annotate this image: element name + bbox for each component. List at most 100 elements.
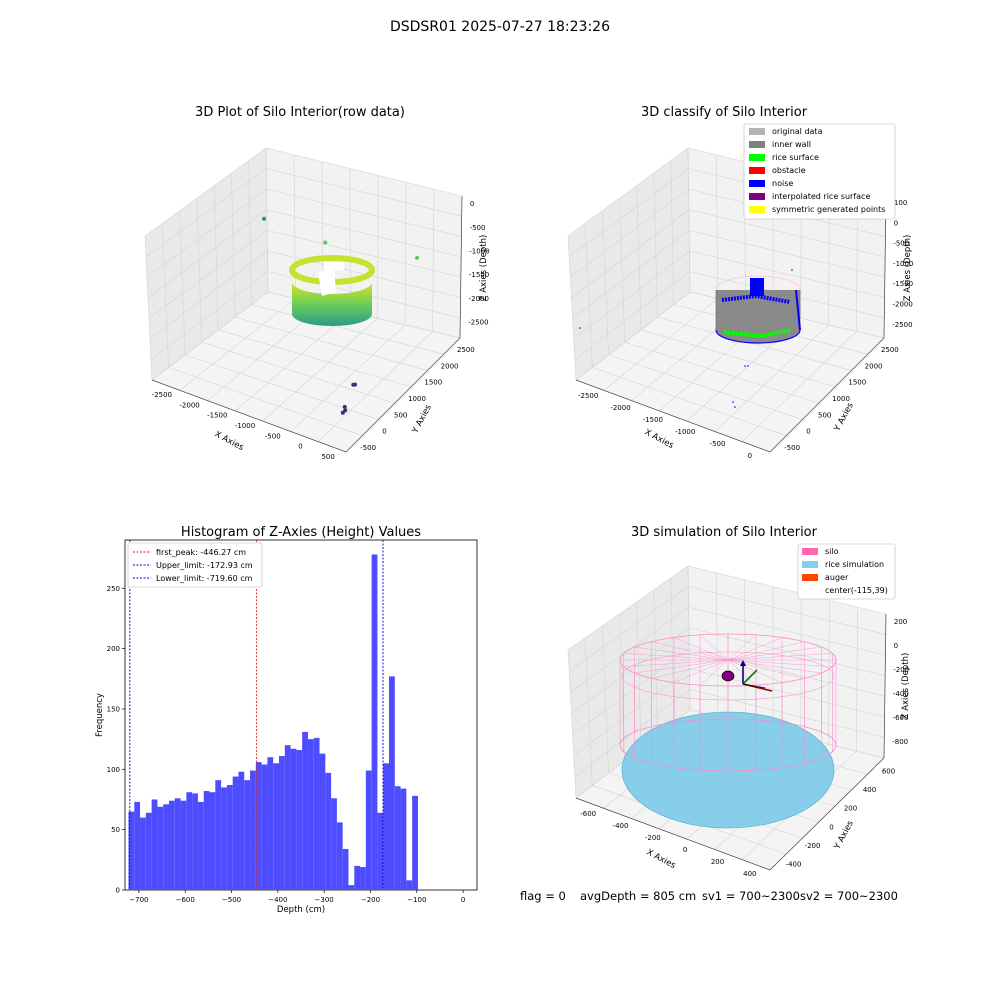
panel1-z-tick-label: 0	[470, 200, 474, 208]
panel2-floor-grid-x	[603, 298, 718, 391]
panel4-z-tick-label: 0	[894, 642, 898, 650]
panel4-xlabel: X Axies	[645, 847, 678, 871]
panel4-y-tick-label: 0	[829, 823, 833, 831]
panel2-zlabel: Z Axies (Depth)	[903, 235, 913, 302]
status-line: flag = 0 avgDepth = 805 cm sv1 = 700~230…	[520, 889, 898, 903]
panel4-wall-grid-v2	[715, 572, 719, 717]
panel1-wall-grid-v1	[196, 198, 203, 343]
histogram-y-tick-label: 100	[107, 766, 120, 774]
silo-roof-line	[634, 659, 729, 674]
panel4-wall-grid-v1	[653, 589, 658, 736]
simulation-3d-panel: 3D simulation of Silo Interior -600 -400 -…	[567, 525, 911, 878]
histogram-bar	[180, 800, 187, 890]
panel1-floor-grid-x	[262, 318, 378, 422]
histogram-x-tick-label: −500	[222, 896, 241, 904]
panel4-x-tick-label: 0	[683, 846, 687, 854]
panel1-z-tick-label: -2500	[468, 318, 488, 326]
panel1-y-tick-label: 2500	[457, 346, 475, 354]
panel1-floor-grid-y	[251, 304, 444, 355]
panel4-wall-grid-v1	[687, 565, 691, 711]
histogram-bar	[244, 780, 251, 890]
histogram-bar	[342, 848, 349, 890]
histogram-bar	[383, 763, 389, 890]
legend-swatch-noise	[749, 180, 765, 187]
panel1-floor-grid-x	[179, 298, 296, 391]
raw-point-cloud-ring	[289, 255, 375, 326]
panel4-x-tick-label: 400	[743, 870, 756, 878]
raw-outlier-point	[323, 240, 328, 245]
raw-data-3d-panel: 3D Plot of Silo Interior(row data) -2500…	[144, 105, 490, 461]
histogram-bar	[290, 748, 297, 890]
legend-swatch-symmetric-generated-points	[749, 206, 765, 213]
panel2-floor-grid-x	[742, 331, 857, 442]
panel2-y-tick-label: -500	[784, 444, 800, 452]
panel1-wall-grid-v1	[231, 173, 236, 318]
panel1-y-tick-label: 1000	[408, 395, 426, 403]
status-avg-depth: avgDepth = 805 cm	[580, 889, 696, 903]
silo-roof-line	[727, 646, 822, 661]
histogram-x-tick-label: −100	[407, 896, 426, 904]
legend-label-noise: noise	[772, 179, 793, 188]
panel4-y-tick-label: 600	[882, 767, 895, 775]
panel4-z-tick-label: -200	[893, 666, 909, 674]
panel2-x-tick-label: 0	[748, 452, 752, 460]
panel1-y-tick-label: 0	[382, 428, 386, 436]
auger-marker	[721, 660, 773, 692]
legend-label-rice-surface: rice surface	[772, 153, 819, 162]
histogram-bar	[348, 885, 355, 890]
histogram-y-tick-label: 250	[107, 585, 120, 593]
panel4-axis-lines	[575, 757, 885, 871]
panel4-wall-grid-v1	[567, 649, 577, 799]
raw-outlier-point	[262, 216, 267, 221]
panel4-y-tick-label: -400	[786, 861, 802, 869]
histogram-x-tick-label: −200	[361, 896, 380, 904]
panel4-wall-grid-v2	[828, 600, 830, 745]
histogram-bar	[331, 798, 337, 890]
panel4-y-tick-label: 200	[844, 805, 857, 813]
panel2-wall-grid-v1	[670, 160, 675, 305]
panel1-z-tick-label: -1000	[469, 247, 489, 255]
panel1-y-tick-label: 1500	[424, 379, 442, 387]
panel2-y-tick-label: 500	[818, 411, 831, 419]
panel2-floor-pane	[576, 292, 884, 452]
panel2-x-tick-label: -500	[710, 440, 726, 448]
histogram-bar	[406, 880, 413, 890]
panel4-zlabel: Z Axies (Depth)	[901, 653, 911, 720]
histogram-bar	[400, 788, 407, 890]
panel4-wall-grid-v1	[584, 637, 593, 786]
legend-label-inner-wall: inner wall	[772, 140, 811, 149]
panel2-wall-grid-v1	[584, 223, 593, 368]
panel4-z-axis-line	[883, 613, 887, 759]
panel2-wall-grid-v1	[687, 147, 691, 293]
raw-outlier-point	[353, 382, 358, 387]
panel4-z-tick-label: -800	[892, 738, 908, 746]
panel1-wall-grid-v1	[248, 160, 252, 305]
panel2-floor-grid-y	[657, 316, 852, 371]
silo-roof-line	[727, 659, 833, 667]
panel2-x-tick-label: -1000	[675, 428, 695, 436]
panel1-wall-grid-v1	[144, 235, 153, 381]
legend-label-center: center(-115,39)	[825, 586, 888, 595]
histogram-bar	[238, 771, 245, 890]
legend-label-interpolated-rice-surface: interpolated rice surface	[772, 192, 870, 201]
histogram-bar	[302, 731, 308, 890]
histogram-bar	[267, 757, 274, 890]
panel4-x-tick-label: 200	[711, 858, 724, 866]
histogram-bar	[319, 753, 326, 890]
panel1-wall-grid-h	[144, 147, 463, 237]
panel1-floor-grid-x	[318, 331, 433, 442]
histogram-bar	[394, 786, 401, 890]
panel1-wall-grid-v1	[213, 185, 219, 330]
panel2-y-tick-label: 2000	[865, 362, 883, 370]
histogram-bar	[232, 776, 239, 890]
panel2-z-tick-label: 0	[894, 219, 898, 227]
silo-roof-line	[727, 641, 805, 661]
panel2-z-axis-line	[883, 195, 887, 339]
histogram-x-tick-label: 0	[461, 896, 465, 904]
panel4-x-tick-label: -400	[613, 822, 629, 830]
panel4-y-tick-label: 400	[863, 786, 876, 794]
histogram-bar	[365, 770, 372, 890]
panel4-wall-grid-v1	[601, 625, 609, 773]
silo-roof-line	[623, 653, 729, 661]
panel4-wall-grid-v1	[619, 613, 626, 761]
